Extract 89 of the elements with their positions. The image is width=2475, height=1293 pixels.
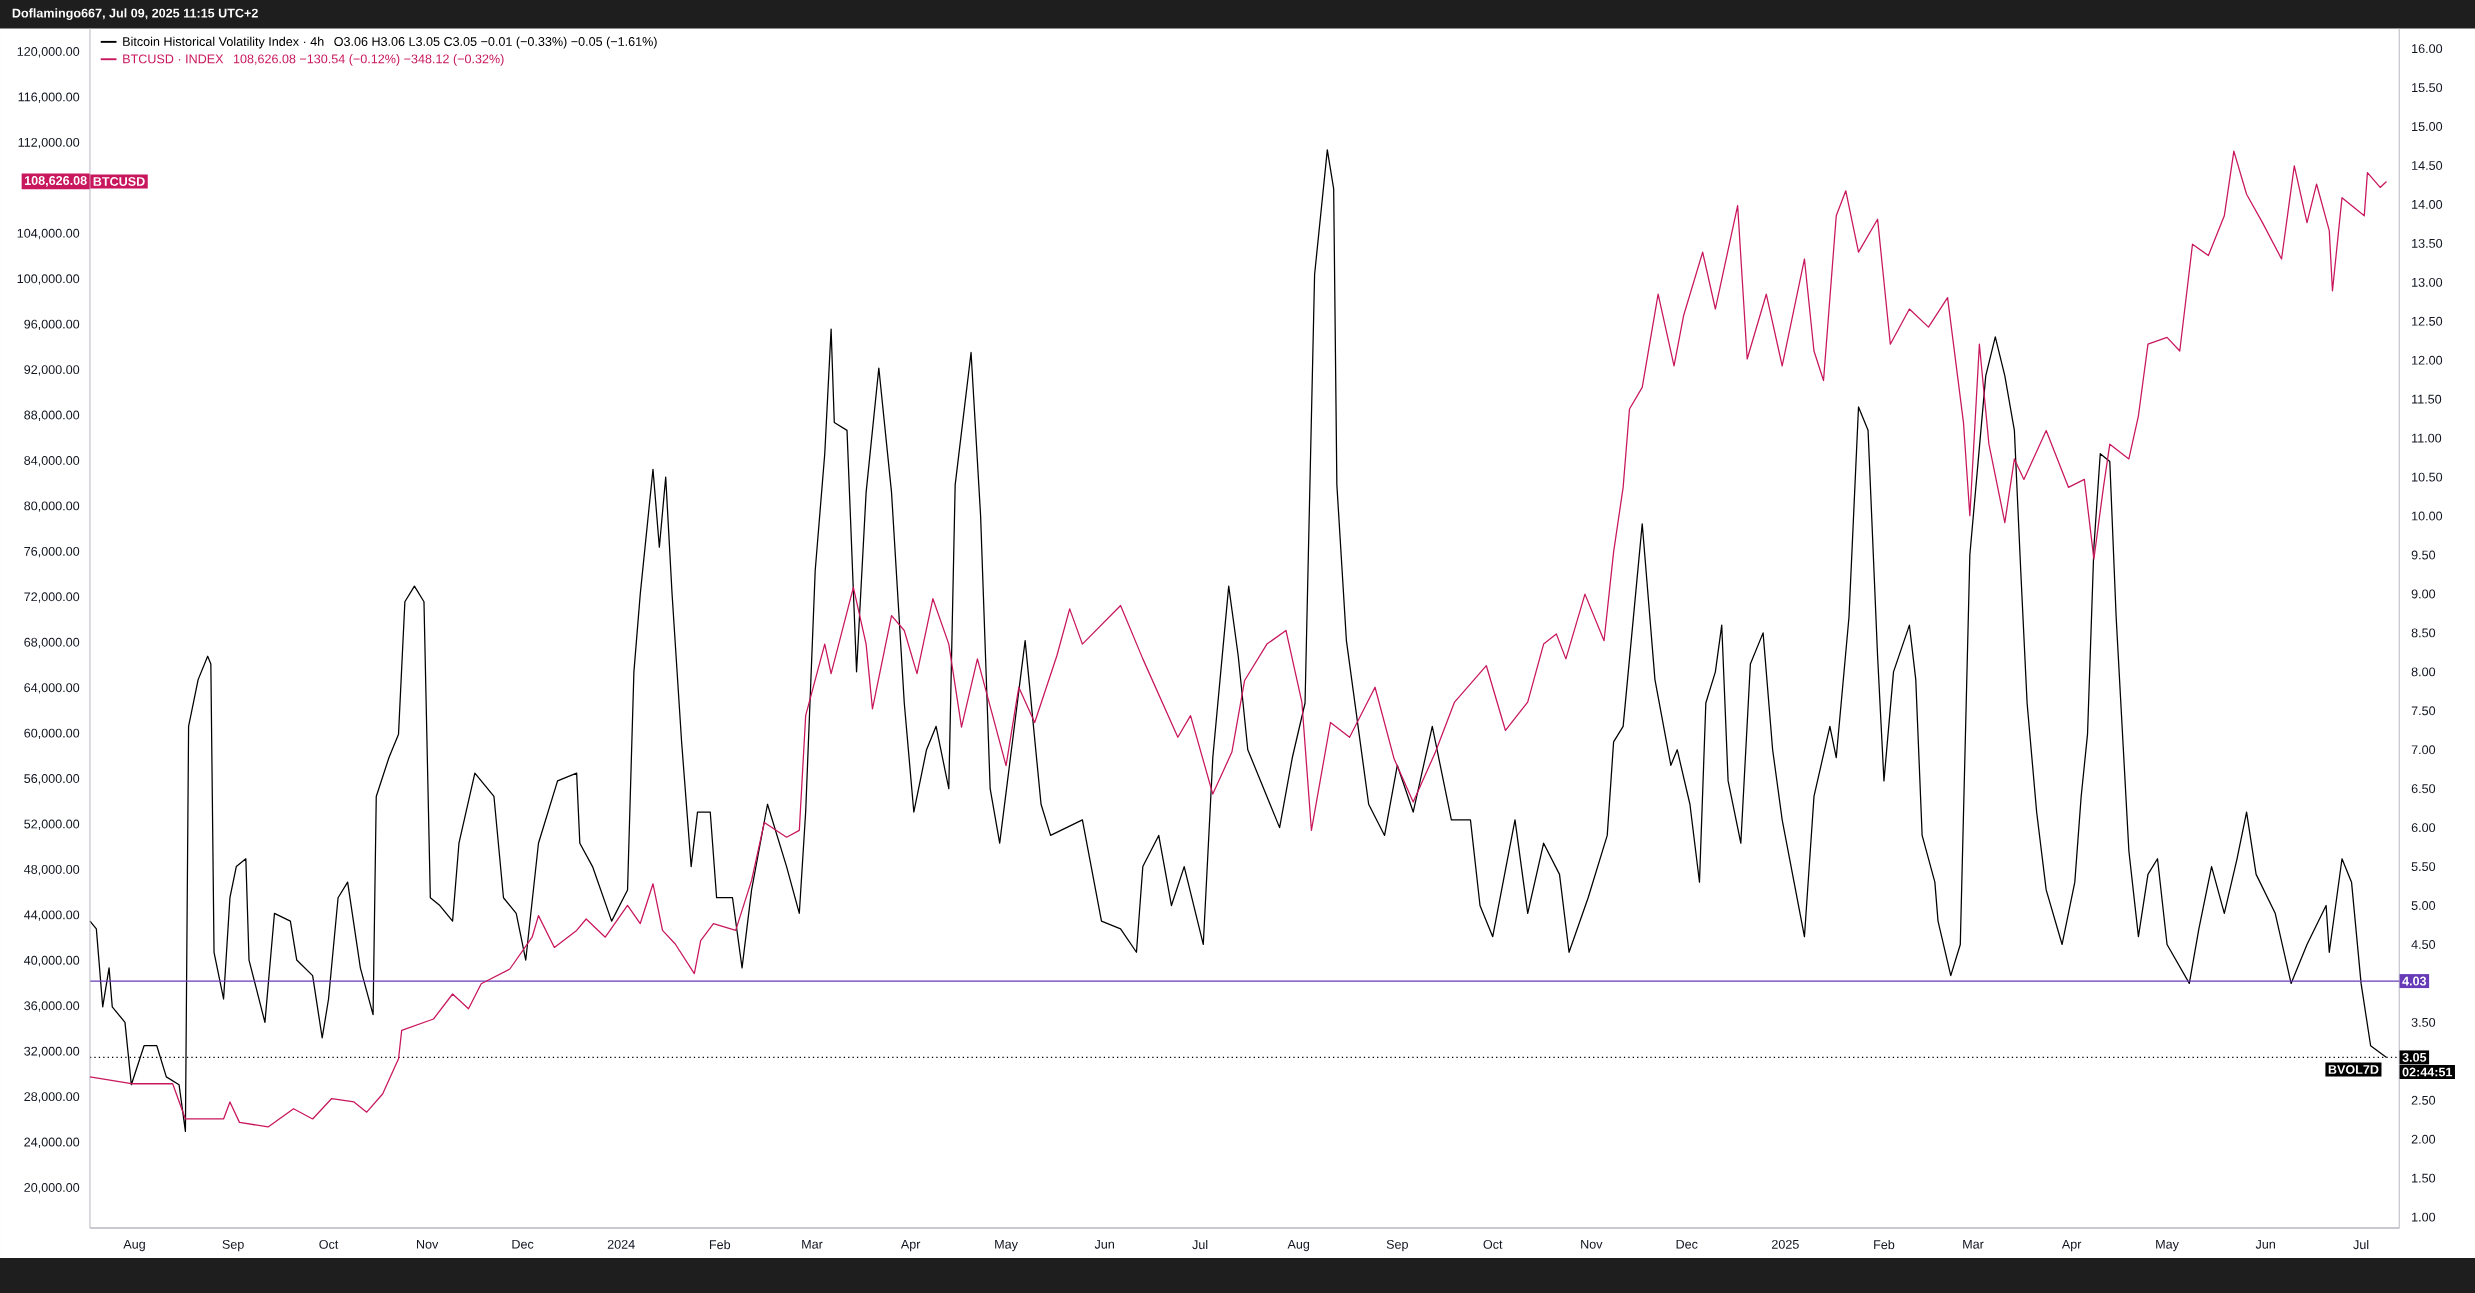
- x-tick-label: Aug: [1287, 1240, 1310, 1252]
- text: 02:44:51: [2402, 1067, 2453, 1077]
- annotation: O3.06 H3.06 L3.05 C3.05 −0.01 (−0.33%) −0.05 (−1.61%): [334, 36, 657, 49]
- y2-tick-label: 6.50: [2411, 784, 2436, 794]
- x-tick-label: Sep: [1386, 1240, 1408, 1252]
- x-tick-label: Feb: [709, 1240, 731, 1250]
- y2-tick-label: 7.50: [2411, 706, 2436, 716]
- y2-tick-label: 7.00: [2411, 745, 2436, 755]
- y-tick-label: 96,000.00: [24, 319, 80, 331]
- y2-tick-label: 11.50: [2412, 394, 2442, 404]
- x-tick-label: Dec: [1676, 1240, 1698, 1249]
- y2-tick-label: 12.00: [2412, 355, 2443, 365]
- y2-tick-label: 13.00: [2412, 278, 2443, 287]
- y-tick-label: 24,000.00: [24, 1137, 80, 1149]
- y2-tick-label: 14.50: [2412, 161, 2443, 171]
- y2-tick-label: 5.50: [2411, 862, 2436, 872]
- x-tick-label: May: [2156, 1240, 2179, 1252]
- y2-tick-label: 13.50: [2412, 239, 2443, 248]
- x-tick-label: Aug: [123, 1240, 145, 1252]
- x-tick-label: Nov: [417, 1240, 439, 1249]
- chart-title: Doflamingo667, Jul 09, 2025 11:15 UTC+2: [12, 8, 258, 21]
- y-tick-label: 64,000.00: [24, 683, 80, 694]
- y2-tick-label: 8.50: [2411, 628, 2436, 638]
- y-tick-label: 44,000.00: [24, 910, 80, 921]
- y-tick-label: 112,000.00: [18, 138, 80, 149]
- y2-tick-label: 2.50: [2411, 1095, 2436, 1105]
- x-tick-label: Jul: [1192, 1240, 1208, 1250]
- annotation: 108,626.08 −130.54 (−0.12%) −348.12 (−0.32%): [233, 54, 504, 66]
- x-tick-label: Oct: [319, 1240, 339, 1249]
- x-tick-label: Apr: [2061, 1240, 2082, 1252]
- x-tick-label: Apr: [900, 1240, 921, 1252]
- x-tick-label: May: [995, 1240, 1018, 1252]
- x-tick-label: Sep: [222, 1240, 244, 1252]
- annotation: BVOL7D: [2328, 1065, 2379, 1075]
- y2-tick-label: 10.50: [2412, 472, 2443, 482]
- ref-line-label: 3.05: [2402, 1053, 2427, 1063]
- y-tick-label: 48,000.00: [24, 865, 80, 876]
- y-tick-label: 116,000.00: [18, 92, 80, 104]
- x-tick-label: 2024: [607, 1240, 635, 1249]
- y-tick-label: 36,000.00: [24, 1001, 80, 1012]
- y2-tick-label: 12.50: [2412, 316, 2443, 326]
- annotation: BTCUSD: [93, 177, 145, 187]
- y2-tick-label: 3.50: [2411, 1018, 2436, 1027]
- y2-tick-label: 4.50: [2411, 940, 2436, 950]
- y-tick-label: 88,000.00: [24, 410, 80, 422]
- y-tick-label: 32,000.00: [24, 1046, 80, 1058]
- x-tick-label: 2025: [1772, 1240, 1799, 1249]
- y-tick-label: 72,000.00: [24, 592, 80, 603]
- y2-tick-label: 15.50: [2412, 83, 2443, 93]
- y2-tick-label: 10.00: [2412, 511, 2443, 521]
- y-tick-label: 28,000.00: [24, 1092, 80, 1103]
- y2-tick-label: 16.00: [2412, 44, 2443, 54]
- y2-tick-label: 15.00: [2412, 122, 2443, 132]
- y-tick-label: 20,000.00: [24, 1183, 80, 1194]
- ref-line-label: 4.03: [2402, 976, 2427, 986]
- y2-tick-label: 6.00: [2411, 823, 2436, 833]
- x-tick-label: Jun: [1094, 1240, 1114, 1249]
- y2-tick-label: 9.50: [2411, 550, 2436, 560]
- y-tick-label: 120,000.00: [17, 47, 80, 58]
- y2-tick-label: 8.00: [2411, 667, 2436, 677]
- y2-tick-label: 5.00: [2411, 901, 2436, 911]
- y-tick-label: 68,000.00: [24, 637, 80, 649]
- y-tick-label: 84,000.00: [24, 456, 80, 467]
- y2-tick-label: 9.00: [2411, 589, 2436, 599]
- y-tick-label: 52,000.00: [24, 819, 80, 831]
- x-tick-label: Mar: [802, 1240, 823, 1249]
- legend-label: BTCUSD · INDEX: [123, 54, 224, 64]
- y-tick-label: 92,000.00: [24, 365, 80, 376]
- x-tick-label: Jul: [2353, 1240, 2369, 1250]
- y-tick-label: 60,000.00: [24, 728, 80, 740]
- y-tick-label: 76,000.00: [24, 547, 80, 558]
- y-tick-label: 100,000.00: [17, 274, 80, 285]
- legend-label: Bitcoin Historical Volatility Index · 4h: [123, 36, 324, 49]
- text: 108,626.08: [24, 176, 87, 187]
- y2-tick-label: 14.00: [2412, 200, 2443, 210]
- x-tick-label: Dec: [512, 1240, 534, 1249]
- y2-tick-label: 2.00: [2411, 1134, 2436, 1144]
- y2-tick-label: 11.00: [2412, 433, 2442, 443]
- y-tick-label: 56,000.00: [24, 774, 80, 785]
- x-tick-label: Nov: [1581, 1240, 1603, 1249]
- x-tick-label: Feb: [1874, 1240, 1895, 1250]
- y-tick-label: 104,000.00: [17, 228, 80, 240]
- y2-tick-label: 1.50: [2412, 1173, 2436, 1183]
- y2-tick-label: 1.00: [2412, 1212, 2436, 1222]
- y-tick-label: 80,000.00: [24, 501, 80, 512]
- y-tick-label: 40,000.00: [24, 955, 80, 967]
- x-tick-label: Mar: [1963, 1240, 1984, 1249]
- x-tick-label: Oct: [1483, 1240, 1503, 1249]
- x-tick-label: Jun: [2255, 1240, 2275, 1249]
